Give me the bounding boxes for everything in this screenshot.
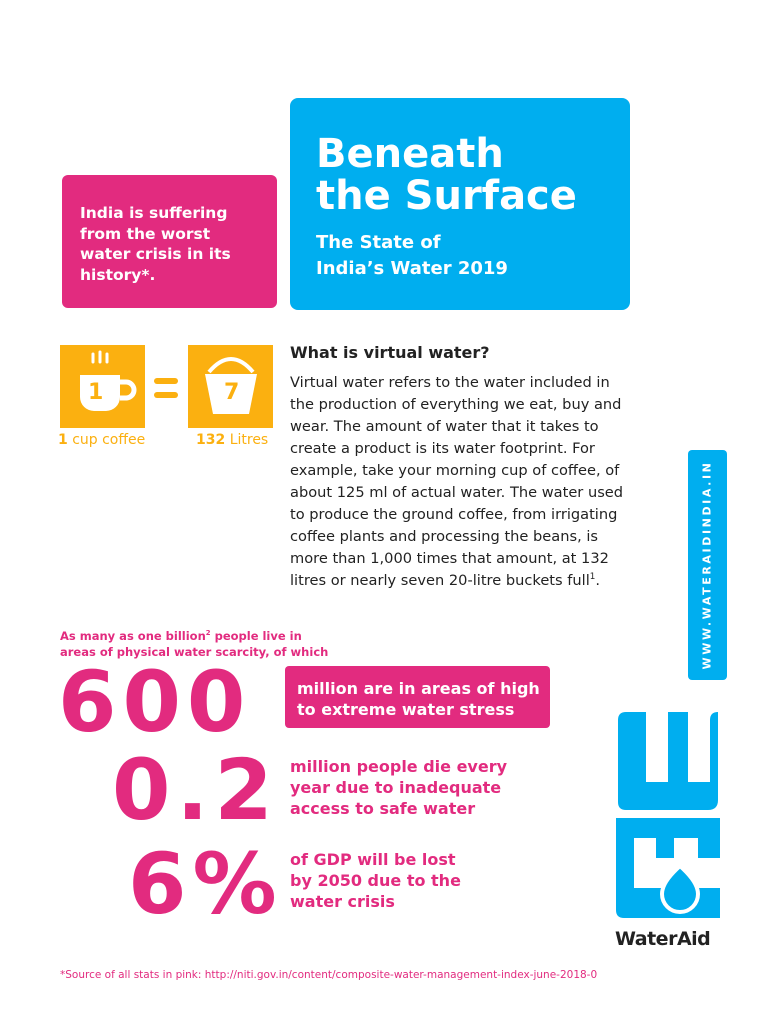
stat-value: 6% (128, 835, 283, 933)
cup-digit: 1 (88, 380, 104, 405)
bucket-caption: 132 Litres (196, 432, 268, 448)
footnote-mark: 1 (589, 572, 596, 583)
stat-text: million people die every year due to ina… (290, 757, 508, 818)
stats-intro: As many as one billion2 people live in a… (60, 628, 340, 660)
stat-value: 600 (58, 653, 252, 751)
bucket-label: Litres (229, 432, 269, 448)
subtitle-line: The State of (316, 232, 441, 253)
coffee-icons (60, 345, 273, 428)
bucket-digit: 7 (224, 380, 240, 405)
steam (91, 350, 109, 364)
vw-body-text: Virtual water refers to the water includ… (290, 374, 624, 589)
cup-amount: 1 (58, 432, 68, 448)
logo-w (618, 712, 718, 810)
logo-text: WaterAid (615, 928, 711, 950)
bucket-icon (205, 374, 257, 414)
title: Beneath the Surface (316, 133, 577, 217)
logo-drop (659, 863, 701, 914)
stat-text: of GDP will be lost by 2050 due to the w… (290, 850, 461, 911)
stats-intro-text: people live in areas of physical water s… (60, 629, 329, 659)
website-strip (688, 450, 727, 680)
title-line: the Surface (316, 173, 577, 219)
equals (154, 392, 178, 398)
vw-heading: What is virtual water? (290, 343, 490, 362)
cup-icon (80, 375, 120, 411)
subtitle: The State of India’s Water 2019 (316, 230, 508, 282)
website: WWW.WATERAIDINDIA.IN (700, 460, 714, 670)
vw-body: Virtual water refers to the water includ… (290, 372, 630, 592)
cup-caption: 1 cup coffee (58, 432, 145, 448)
title-line: Beneath (316, 131, 504, 177)
intro-box (62, 175, 277, 308)
source-note: *Source of all stats in pink: http://nit… (60, 969, 598, 981)
vw-body-end: . (595, 572, 600, 589)
bucket-handle (207, 357, 255, 374)
equals (154, 378, 178, 384)
stats-intro-text: As many as one billion (60, 629, 206, 643)
intro-text: India is suffering from the worst water … (80, 204, 231, 284)
subtitle-line: India’s Water 2019 (316, 258, 508, 279)
logo-mark (616, 712, 720, 918)
stat-value: 0.2 (112, 741, 279, 839)
cup-handle (120, 379, 137, 401)
cup-label: cup coffee (72, 432, 146, 448)
stat-text: million are in areas of high to extreme … (297, 679, 540, 719)
header-box (290, 98, 630, 310)
bucket-amount: 132 (196, 432, 226, 448)
stat-box (285, 666, 550, 728)
footnote-mark: 2 (205, 629, 211, 638)
